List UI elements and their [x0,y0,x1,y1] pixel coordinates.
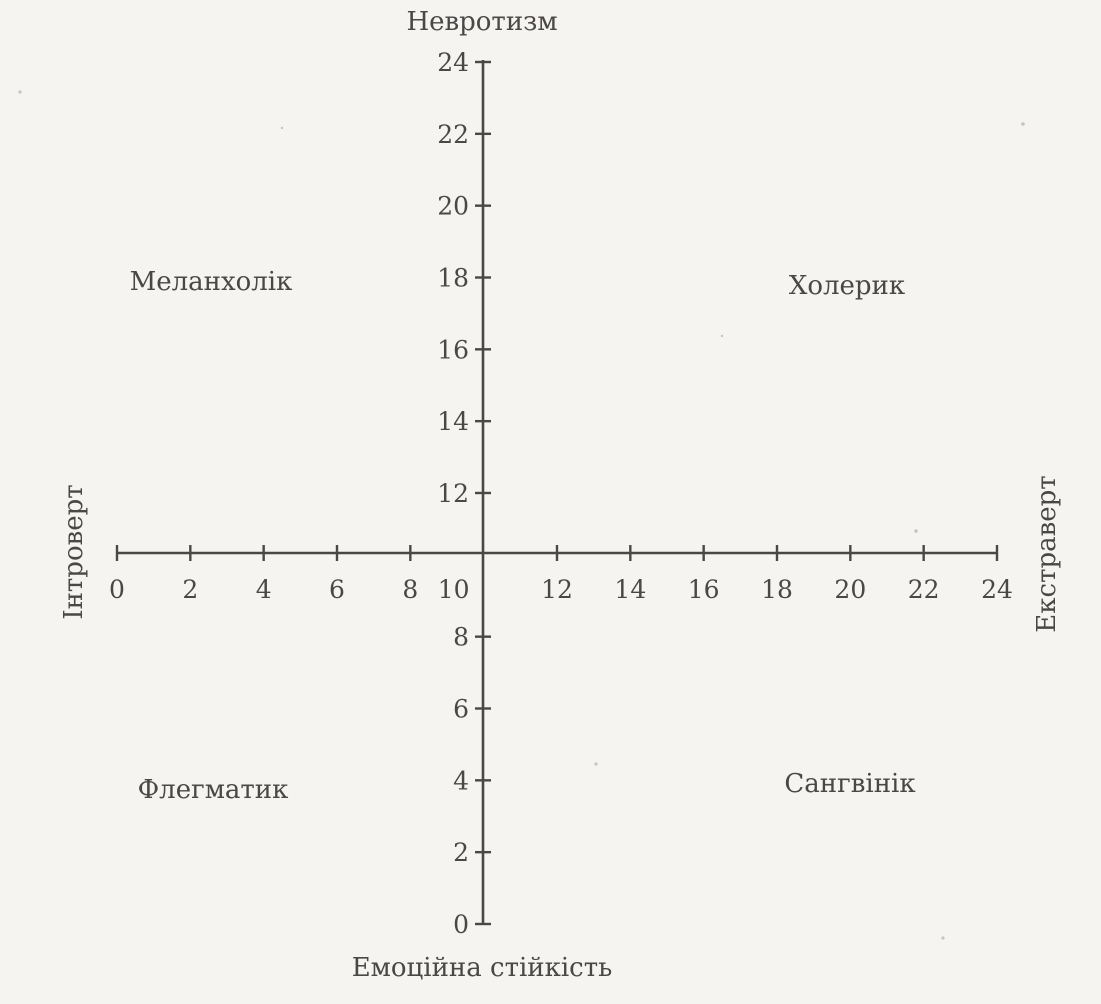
y-axis-tick-label: 0 [453,910,469,939]
y-axis-tick-label: 18 [437,264,469,293]
x-axis-tick-label: 0 [109,575,125,604]
speck [18,90,22,94]
speck [720,334,724,338]
axis-title-top: Невротизм [406,7,557,37]
x-axis-tick-label: 14 [614,575,646,604]
y-axis-tick-label: 4 [453,766,469,795]
y-axis-tick-label: 12 [437,479,469,508]
x-axis-tick-labels: 0 2 4 6 8 10 12 14 16 18 20 22 24 [109,575,1013,604]
y-axis-tick-label: 22 [437,120,469,149]
quadrant-label-choleric: Холерик [789,271,905,301]
x-axis-tick-label: 10 [438,575,470,604]
x-axis-tick-label: 12 [541,575,573,604]
x-axis-tick-label: 8 [402,575,418,604]
x-axis-tick-label: 2 [182,575,198,604]
y-axis-tick-label: 14 [437,407,469,436]
y-axis-tick-label: 20 [437,192,469,221]
paper-specks [18,90,1025,940]
x-axis-tick-label: 16 [688,575,720,604]
speck [594,762,598,766]
speck [280,126,284,130]
quadrant-label-melancholic: Меланхолік [130,267,293,297]
x-axis-tick-label: 20 [834,575,866,604]
y-axis-tick-label: 2 [453,838,469,867]
quadrant-label-sanguine: Сангвінік [784,769,915,799]
y-axis-tick-label: 24 [437,48,469,77]
x-axis-ticks [115,545,999,561]
speck [914,529,918,533]
x-axis-tick-label: 24 [981,575,1013,604]
x-axis-tick-label: 22 [908,575,940,604]
y-axis-tick-label: 16 [437,335,469,364]
y-axis-tick-label: 8 [453,623,469,652]
axis-title-left: Інтроверт [59,484,89,619]
speck [1021,122,1025,126]
quadrant-label-phlegmatic: Флегматик [138,775,289,805]
y-axis-tick-label: 6 [453,695,469,724]
y-axis-ticks [475,60,491,926]
x-axis-tick-label: 18 [761,575,793,604]
axis-title-right: Екстраверт [1032,475,1062,632]
x-axis-tick-label: 6 [329,575,345,604]
axis-title-bottom: Емоційна стійкість [352,953,613,983]
x-axis-tick-label: 4 [256,575,272,604]
speck [941,936,945,940]
